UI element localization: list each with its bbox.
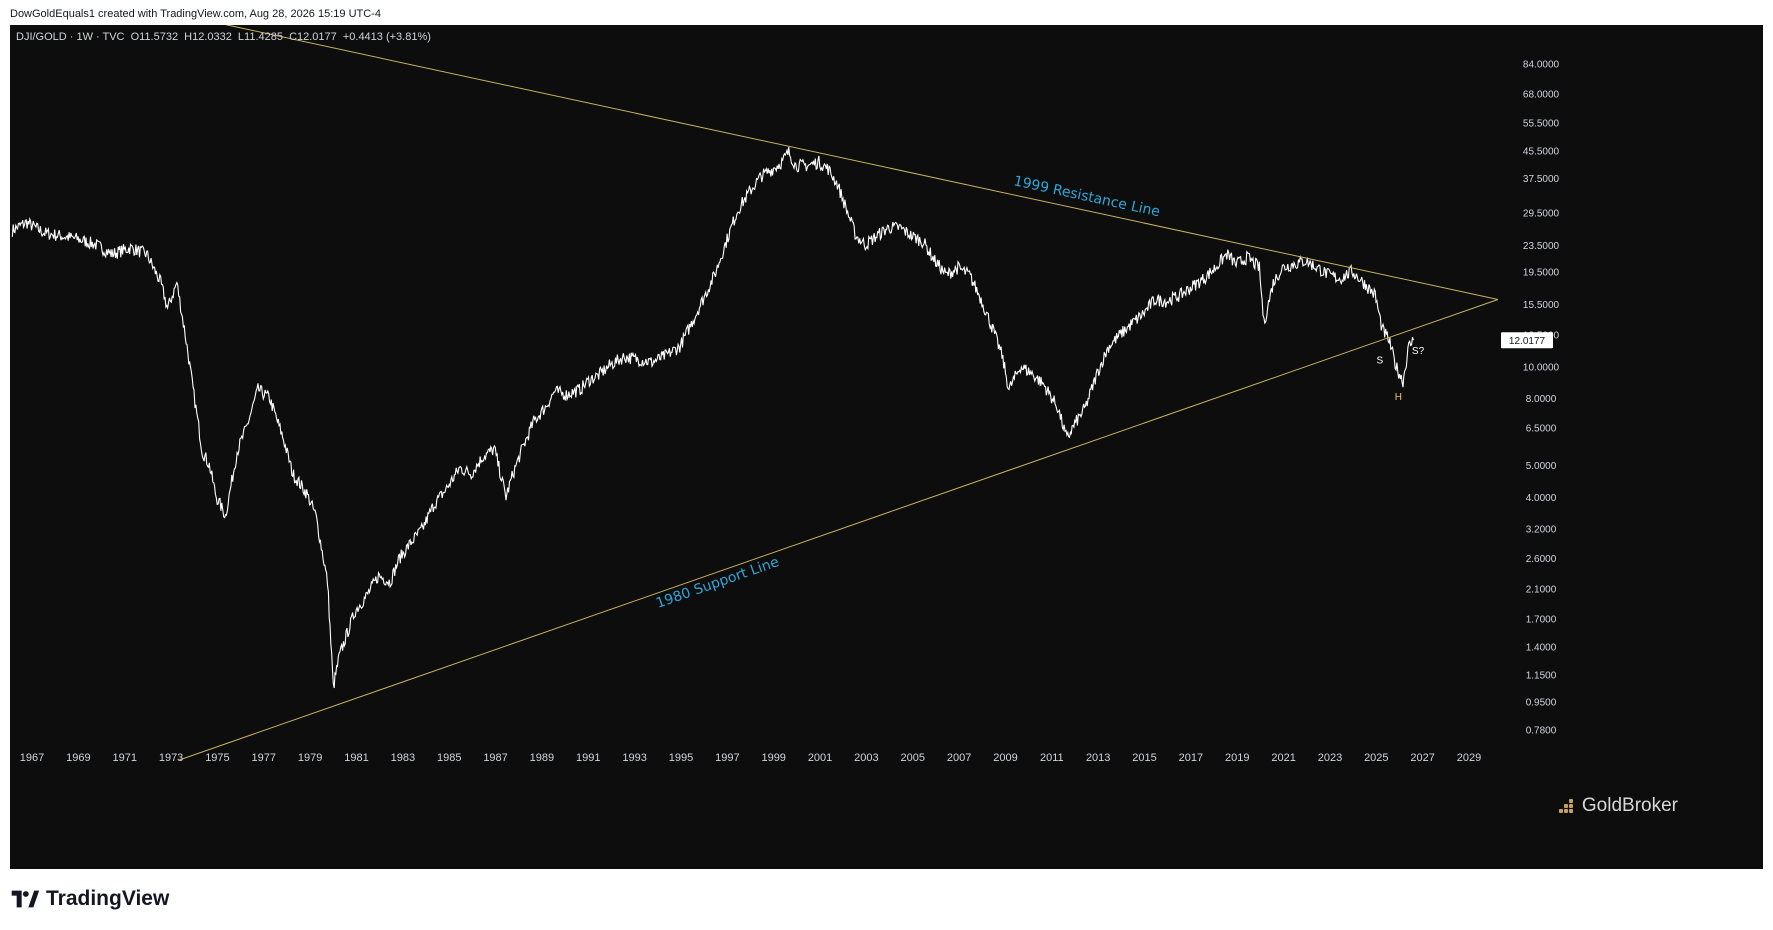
chart-area[interactable]: DJI/GOLD · 1W · TVC O11.5732 H12.0332 L11.… (10, 25, 1763, 869)
x-tick-label: 2021 (1271, 752, 1295, 764)
last-price-tag (1501, 332, 1553, 349)
goldbroker-watermark: GoldBroker (1558, 795, 1678, 817)
x-tick-label: 1977 (252, 752, 276, 764)
x-tick-label: 2009 (993, 752, 1017, 764)
x-tick-label: 1993 (622, 752, 646, 764)
x-tick-label: 1997 (715, 752, 739, 764)
x-tick-label: 1983 (391, 752, 415, 764)
y-tick-label: 68.0000 (1523, 89, 1560, 100)
tradingview-icon (11, 890, 40, 908)
y-tick-label: 55.5000 (1523, 118, 1560, 129)
legend-change: +0.4413 (+3.81%) (342, 31, 431, 43)
y-tick-label: 84.0000 (1523, 59, 1560, 70)
y-tick-label: 4.0000 (1526, 493, 1557, 504)
dji-gold-price-line (11, 146, 1414, 689)
symbol-legend: DJI/GOLD · 1W · TVC O11.5732 H12.0332 L11.… (16, 31, 431, 43)
x-tick-label: 1995 (669, 752, 693, 764)
support-trendline (179, 299, 1499, 761)
y-tick-label: 2.1000 (1526, 585, 1557, 596)
x-tick-label: 1973 (159, 752, 183, 764)
legend-low: L11.4285 (237, 31, 283, 43)
x-tick-label: 2027 (1410, 752, 1434, 764)
legend-symbol[interactable]: DJI/GOLD (16, 31, 67, 43)
y-tick-label: 10.0000 (1523, 362, 1560, 373)
y-tick-label: 1.7000 (1526, 615, 1557, 626)
x-tick-label: 2025 (1364, 752, 1388, 764)
y-tick-label: 37.5000 (1523, 174, 1560, 185)
x-tick-label: 1981 (344, 752, 368, 764)
legend-source: TVC (102, 31, 125, 43)
x-tick-label: 2003 (854, 752, 878, 764)
x-tick-label: 2023 (1318, 752, 1342, 764)
x-tick-label: 1979 (298, 752, 322, 764)
resistance-trendline (224, 25, 1499, 300)
goldbroker-icon (1558, 799, 1577, 813)
x-tick-label: 2015 (1132, 752, 1156, 764)
pattern-label-head: H (1395, 392, 1402, 403)
y-tick-label: 29.5000 (1523, 208, 1560, 219)
legend-interval: 1W (76, 31, 93, 43)
y-tick-label: 3.2000 (1526, 525, 1557, 536)
y-tick-label: 45.5000 (1523, 147, 1560, 158)
y-tick-label: 1.4000 (1526, 642, 1557, 653)
y-tick-label: 0.7800 (1526, 726, 1557, 737)
x-tick-label: 1975 (205, 752, 229, 764)
legend-close: C12.0177 (289, 31, 337, 43)
x-tick-label: 2005 (901, 752, 925, 764)
x-tick-label: 2029 (1457, 752, 1481, 764)
x-tick-label: 1999 (761, 752, 785, 764)
price-chart-svg[interactable]: 1999 Resistance Line 1980 Support Line S H S… (10, 25, 1763, 869)
y-tick-label: 0.9500 (1526, 698, 1557, 709)
x-tick-label: 2007 (947, 752, 971, 764)
x-tick-label: 1971 (112, 752, 136, 764)
y-tick-label: 2.6000 (1526, 554, 1557, 565)
support-line-label: 1980 Support Line (654, 554, 781, 612)
x-tick-label: 1991 (576, 752, 600, 764)
y-tick-label: 8.0000 (1526, 394, 1557, 405)
y-tick-label: 6.5000 (1526, 424, 1557, 435)
x-tick-label: 1989 (530, 752, 554, 764)
legend-high: H12.0332 (184, 31, 232, 43)
x-tick-label: 1985 (437, 752, 461, 764)
x-tick-label: 1967 (20, 752, 44, 764)
goldbroker-name: GoldBroker (1581, 795, 1678, 816)
last-price-value: 12.0177 (1509, 336, 1546, 347)
y-tick-label: 5.0000 (1526, 461, 1557, 472)
y-tick-label: 19.5000 (1523, 267, 1560, 278)
x-tick-label: 2017 (1179, 752, 1203, 764)
x-tick-label: 1987 (483, 752, 507, 764)
pattern-label-left-shoulder: S (1376, 356, 1383, 367)
y-tick-label: 15.5000 (1523, 300, 1560, 311)
chart-attribution: DowGoldEquals1 created with TradingView.… (10, 8, 381, 20)
pattern-label-right-shoulder: S? (1412, 346, 1425, 357)
x-tick-label: 2013 (1086, 752, 1110, 764)
x-tick-label: 2019 (1225, 752, 1249, 764)
y-tick-label: 23.5000 (1523, 241, 1560, 252)
x-tick-label: 1969 (66, 752, 90, 764)
x-tick-label: 2011 (1040, 752, 1064, 764)
resistance-line-label: 1999 Resistance Line (1012, 173, 1161, 220)
tradingview-logo[interactable]: TradingView (10, 887, 169, 911)
legend-open: O11.5732 (130, 31, 179, 43)
tradingview-wordmark: TradingView (46, 887, 170, 910)
x-tick-label: 2001 (808, 752, 832, 764)
y-tick-label: 1.1500 (1526, 670, 1557, 681)
